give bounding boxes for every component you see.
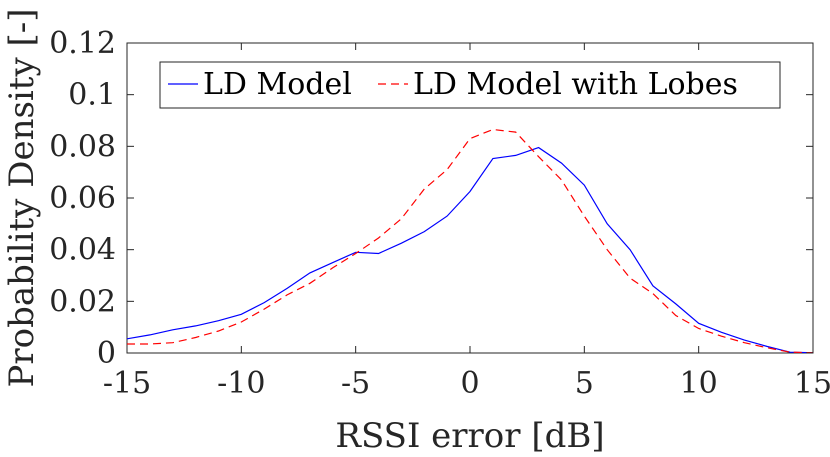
x-tick-label: -15 — [103, 366, 151, 401]
x-tick-label: 0 — [460, 366, 479, 401]
y-tick-label: 0.06 — [49, 181, 116, 216]
x-tick-label: 5 — [575, 366, 594, 401]
y-tick-label: 0 — [97, 336, 116, 371]
y-tick-label: 0.08 — [49, 129, 116, 164]
x-tick-label: -10 — [217, 366, 265, 401]
y-tick-label: 0.1 — [68, 78, 116, 113]
y-tick-label: 0.04 — [49, 233, 116, 268]
x-tick-label: 10 — [680, 366, 718, 401]
y-axis-title: Probability Density [-] — [2, 9, 42, 388]
series-layer — [126, 128, 814, 354]
x-tick-label: -5 — [341, 366, 370, 401]
series-line-ld-model — [126, 146, 814, 354]
y-tick-label: 0.02 — [49, 284, 116, 319]
x-tick-label: 15 — [794, 366, 830, 401]
x-axis-title: RSSI error [dB] — [335, 416, 604, 456]
y-tick-label: 0.12 — [49, 26, 116, 61]
ticks-layer: -15 -10 -5 0 5 10 15 0 0.02 0.04 0.06 0.08 0.1 0.12 — [49, 26, 830, 401]
legend-label-ld-model: LD Model — [203, 67, 352, 102]
legend-label-ld-model-with-lobes: LD Model with Lobes — [413, 67, 738, 102]
legend-box — [159, 61, 781, 109]
legend: LD Model LD Model with Lobes — [159, 61, 781, 109]
series-line-ld-model-with-lobes — [127, 128, 814, 354]
